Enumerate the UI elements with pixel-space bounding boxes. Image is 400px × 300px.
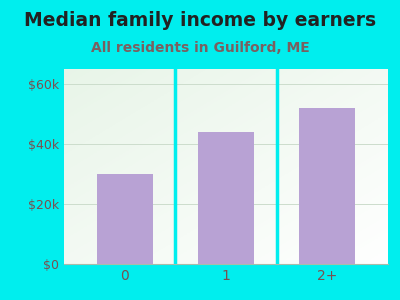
Text: Median family income by earners: Median family income by earners [24,11,376,31]
Bar [300,108,355,264]
Bar [97,174,152,264]
Bar [198,132,254,264]
Text: All residents in Guilford, ME: All residents in Guilford, ME [91,41,309,55]
